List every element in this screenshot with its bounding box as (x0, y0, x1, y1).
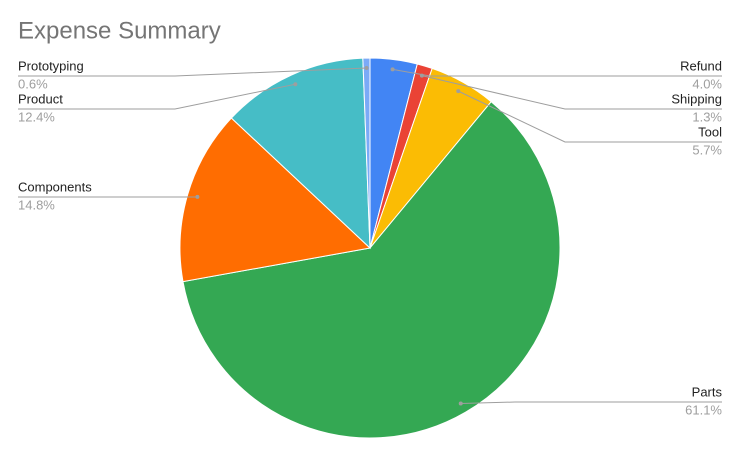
leader-dot (195, 194, 200, 199)
leader-dot (458, 401, 463, 406)
slice-label: Prototyping (18, 58, 84, 73)
leader-dot (419, 73, 424, 78)
pie-slice (362, 57, 371, 249)
slice-value-label: 0.6% (18, 76, 48, 91)
leader-line (18, 67, 367, 77)
leader-line (421, 75, 722, 110)
leader-dot (364, 66, 369, 71)
slice-label: Product (18, 91, 63, 106)
leader-line (18, 83, 296, 110)
slice-value-label: 4.0% (692, 76, 722, 91)
pie-slice (179, 117, 372, 283)
slice-label: Tool (698, 124, 722, 139)
leader-dot (390, 67, 395, 72)
pie-slice (230, 57, 371, 250)
slice-label: Refund (680, 58, 722, 73)
slice-label: Components (18, 179, 92, 194)
pie-slice (182, 100, 561, 439)
slice-label: Parts (692, 384, 723, 399)
leader-line (392, 68, 722, 77)
slice-value-label: 12.4% (18, 109, 55, 124)
leader-dot (456, 89, 461, 94)
slice-value-label: 61.1% (685, 402, 722, 417)
slice-value-label: 1.3% (692, 109, 722, 124)
leader-dot (293, 82, 298, 87)
slice-label: Shipping (671, 91, 722, 106)
slice-value-label: 5.7% (692, 142, 722, 157)
slice-value-label: 14.8% (18, 197, 55, 212)
chart-title: Expense Summary (18, 17, 221, 44)
leader-line (460, 401, 722, 404)
leader-line (458, 90, 722, 143)
